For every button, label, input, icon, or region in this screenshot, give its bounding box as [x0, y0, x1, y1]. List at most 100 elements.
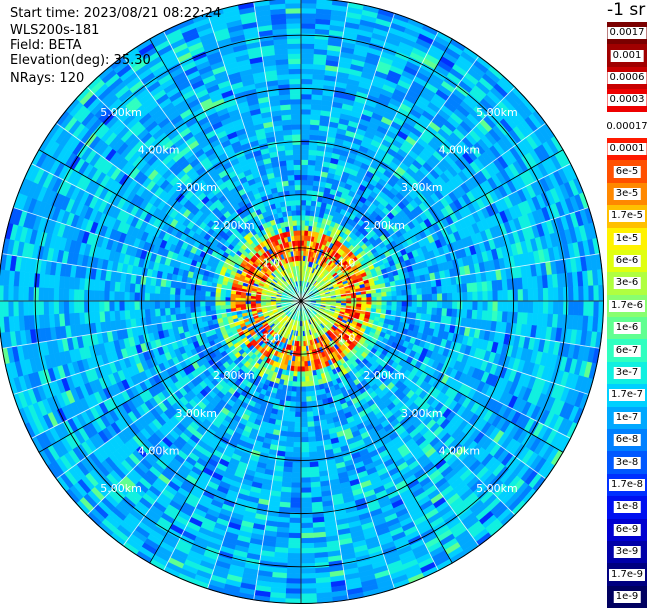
ppi-cell	[301, 578, 316, 583]
ppi-cell	[301, 150, 309, 155]
ppi-cell	[301, 583, 316, 588]
ppi-cell	[432, 294, 437, 301]
ppi-cell	[301, 79, 313, 84]
ppi-cell	[301, 235, 304, 240]
ppi-cell	[283, 467, 292, 473]
ppi-cell	[288, 538, 301, 543]
ppi-cell	[293, 442, 301, 447]
ppi-cell	[304, 361, 308, 366]
ppi-cell	[366, 294, 371, 298]
ppi-cell	[412, 307, 418, 313]
ppi-cell	[295, 402, 301, 407]
ppi-cell	[305, 371, 309, 376]
ppi-cell	[462, 310, 468, 319]
ppi-cell	[306, 396, 312, 402]
ppi-cell	[291, 493, 301, 498]
ppi-cell	[287, 568, 301, 573]
ppi-cell	[301, 442, 309, 447]
ppi-cell	[523, 289, 528, 301]
ppi-cell	[417, 301, 422, 307]
ppi-cell	[396, 306, 402, 312]
ppi-cell	[301, 28, 315, 33]
ppi-cell	[386, 306, 391, 311]
ppi-cell	[310, 135, 319, 141]
ppi-cell	[573, 287, 579, 302]
ppi-cell	[301, 362, 304, 367]
ppi-cell	[473, 301, 478, 310]
ppi-cell	[478, 301, 483, 311]
ppi-cell	[301, 99, 312, 104]
ppi-cell	[452, 285, 458, 294]
ppi-cell	[473, 292, 478, 301]
ppi-cell	[301, 452, 309, 457]
ppi-cell	[288, 422, 295, 428]
ppi-cell	[401, 306, 407, 312]
ppi-cell	[462, 301, 467, 310]
ppi-cell	[292, 462, 301, 467]
ppi-cell	[289, 412, 295, 418]
ppi-cell	[280, 492, 291, 498]
ppi-cell	[286, 578, 301, 583]
ppi-cell	[346, 296, 351, 299]
ppi-cell	[301, 170, 308, 175]
ppi-cell	[288, 417, 295, 423]
ppi-cell	[538, 301, 543, 314]
ppi-cell	[543, 288, 548, 301]
ppi-cell	[301, 94, 312, 99]
ppi-cell	[308, 442, 316, 448]
ppi-cell	[573, 301, 579, 316]
ppi-cell	[548, 301, 553, 314]
ppi-cell	[301, 432, 308, 437]
ppi-cell	[417, 295, 422, 301]
ppi-cell	[301, 503, 312, 508]
ppi-cell	[392, 296, 397, 301]
ppi-cell	[483, 301, 488, 311]
ppi-cell	[301, 33, 315, 38]
ppi-cell	[301, 427, 308, 432]
ppi-cell	[467, 301, 472, 310]
ppi-cell	[309, 452, 318, 458]
ppi-cell	[308, 160, 316, 166]
ppi-cell	[301, 533, 313, 538]
ppi-cell	[563, 287, 568, 301]
ppi-cell	[381, 305, 386, 310]
ppi-cell	[301, 109, 311, 114]
ppi-cell	[297, 382, 302, 387]
ppi-cell	[298, 357, 301, 362]
ppi-cell	[422, 294, 427, 301]
ppi-cell	[467, 283, 473, 292]
ppi-cell	[287, 558, 301, 563]
ppi-cell	[432, 301, 437, 308]
ppi-cell	[306, 205, 311, 210]
ppi-cell	[309, 447, 317, 453]
ppi-cell	[452, 293, 457, 301]
ppi-cell	[488, 301, 493, 311]
ppi-cell	[306, 391, 311, 396]
ppi-cell	[287, 432, 294, 438]
ppi-cell	[308, 437, 316, 443]
ppi-cell	[437, 294, 442, 301]
ppi-cell	[292, 381, 297, 386]
ppi-cell	[402, 295, 407, 301]
ppi-cell	[301, 377, 305, 382]
ppi-cell	[288, 548, 301, 553]
ppi-cell	[301, 387, 306, 392]
ppi-cell	[301, 478, 311, 483]
ppi-cell	[291, 391, 296, 396]
ppi-cell	[357, 301, 362, 304]
ppi-cell	[472, 310, 478, 320]
ppi-cell	[292, 467, 301, 472]
ppi-cell	[553, 301, 558, 315]
ppi-cell	[285, 452, 294, 458]
ppi-cell	[397, 301, 402, 306]
ppi-cell	[296, 392, 301, 397]
ppi-cell	[367, 301, 372, 305]
ppi-cell	[583, 301, 588, 316]
ppi-cell	[297, 372, 301, 377]
ppi-cell	[306, 386, 311, 391]
ppi-cell	[437, 301, 442, 308]
ppi-cell	[301, 119, 311, 124]
ppi-cell	[594, 285, 600, 301]
ppi-cell	[583, 286, 588, 301]
ppi-cell	[301, 437, 308, 442]
